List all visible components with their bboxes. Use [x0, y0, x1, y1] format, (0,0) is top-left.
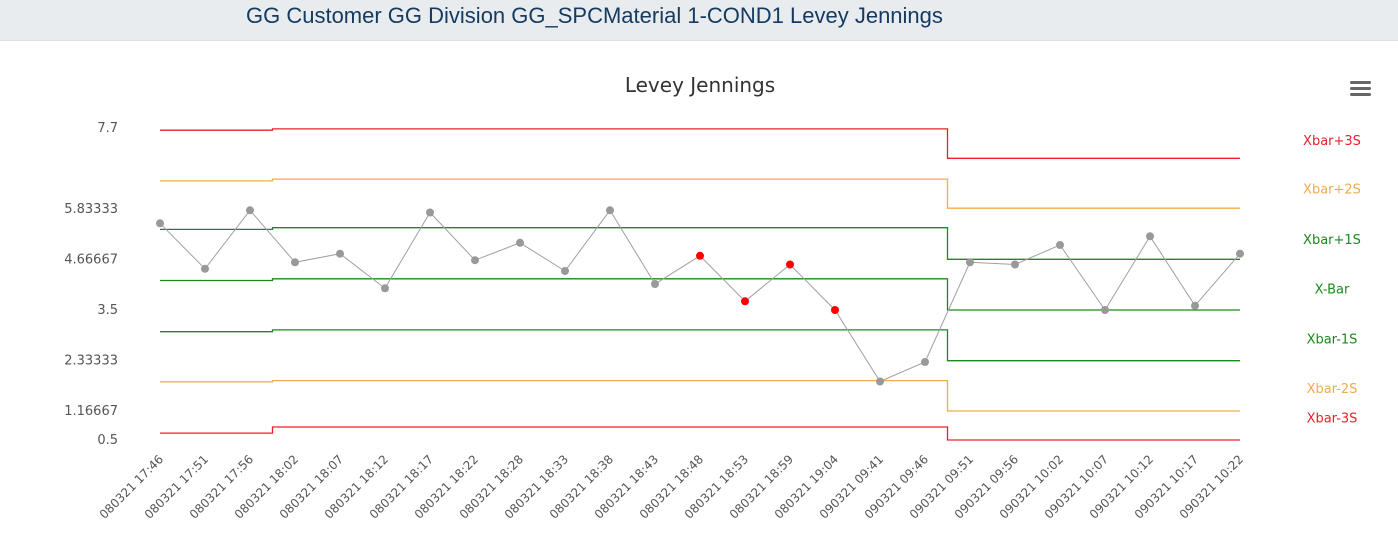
data-point[interactable] [1056, 241, 1064, 249]
data-point[interactable] [1191, 301, 1199, 310]
data-point[interactable] [966, 258, 974, 267]
data-point[interactable] [246, 206, 254, 215]
data-point[interactable] [1011, 260, 1019, 269]
data-point[interactable] [426, 208, 434, 217]
y-tick-label: 5.83333 [64, 202, 118, 217]
y-tick-label: 3.5 [97, 303, 118, 318]
data-point[interactable] [606, 206, 614, 215]
y-tick-label: 7.7 [97, 121, 118, 136]
control-limit-line-x-bar [160, 278, 1240, 311]
control-limit-label: Xbar+1S [1303, 233, 1361, 248]
page-header: GG Customer GG Division GG_SPCMaterial 1… [0, 0, 1398, 41]
data-point[interactable] [336, 249, 344, 258]
y-tick-label: 0.5 [97, 433, 118, 448]
control-limit-label: Xbar+3S [1303, 134, 1361, 149]
control-limit-line-xbar-3s [160, 426, 1240, 441]
control-limit-line-xbar-2s [160, 379, 1240, 412]
control-limit-labels: Xbar+3S Xbar+2S Xbar+1S X-Bar Xbar-1S Xbar-2S… [1303, 134, 1361, 426]
data-point[interactable] [516, 238, 524, 247]
control-limit-label: Xbar-1S [1307, 332, 1358, 347]
levey-jennings-chart: Levey Jennings 7.7 5.83333 4.66667 3.5 2.333… [64, 73, 1372, 522]
control-limit-label: Xbar-3S [1307, 411, 1358, 426]
y-tick-label: 4.66667 [64, 252, 118, 267]
data-point[interactable] [1101, 306, 1109, 314]
control-limits [160, 128, 1240, 441]
data-point-flagged[interactable] [696, 251, 704, 260]
y-tick-label: 2.33333 [64, 354, 118, 369]
data-point[interactable] [201, 264, 209, 273]
chart-menu-button[interactable] [1350, 81, 1372, 97]
page-title: GG Customer GG Division GG_SPCMaterial 1… [246, 3, 943, 28]
data-point[interactable] [561, 267, 569, 275]
y-tick-label: 1.16667 [64, 404, 118, 419]
data-point[interactable] [1146, 232, 1154, 241]
control-limit-line-xbar-2s [160, 178, 1240, 209]
y-axis: 7.7 5.83333 4.66667 3.5 2.33333 1.16667 0.5 [64, 121, 118, 448]
data-point[interactable] [1236, 249, 1244, 258]
control-limit-line-xbar-3s [160, 128, 1240, 159]
data-point-flagged[interactable] [786, 260, 794, 269]
control-limit-label: Xbar-2S [1307, 382, 1358, 397]
data-point[interactable] [381, 284, 389, 293]
data-point-flagged[interactable] [831, 306, 839, 314]
data-point[interactable] [291, 258, 299, 267]
chart-title: Levey Jennings [625, 73, 775, 97]
control-limit-line-xbar-1s [160, 227, 1240, 260]
data-series [156, 206, 1244, 386]
chart-container: Levey Jennings 7.7 5.83333 4.66667 3.5 2.333… [0, 48, 1398, 534]
control-limit-line-xbar-1s [160, 329, 1240, 362]
data-point[interactable] [651, 280, 659, 288]
data-point[interactable] [876, 377, 884, 386]
series-line [159, 209, 1241, 383]
control-limit-label: Xbar+2S [1303, 183, 1361, 198]
data-point[interactable] [921, 358, 929, 366]
control-limit-label: X-Bar [1315, 283, 1350, 298]
data-point-flagged[interactable] [741, 297, 749, 306]
data-point[interactable] [471, 256, 479, 265]
data-point[interactable] [156, 219, 164, 228]
